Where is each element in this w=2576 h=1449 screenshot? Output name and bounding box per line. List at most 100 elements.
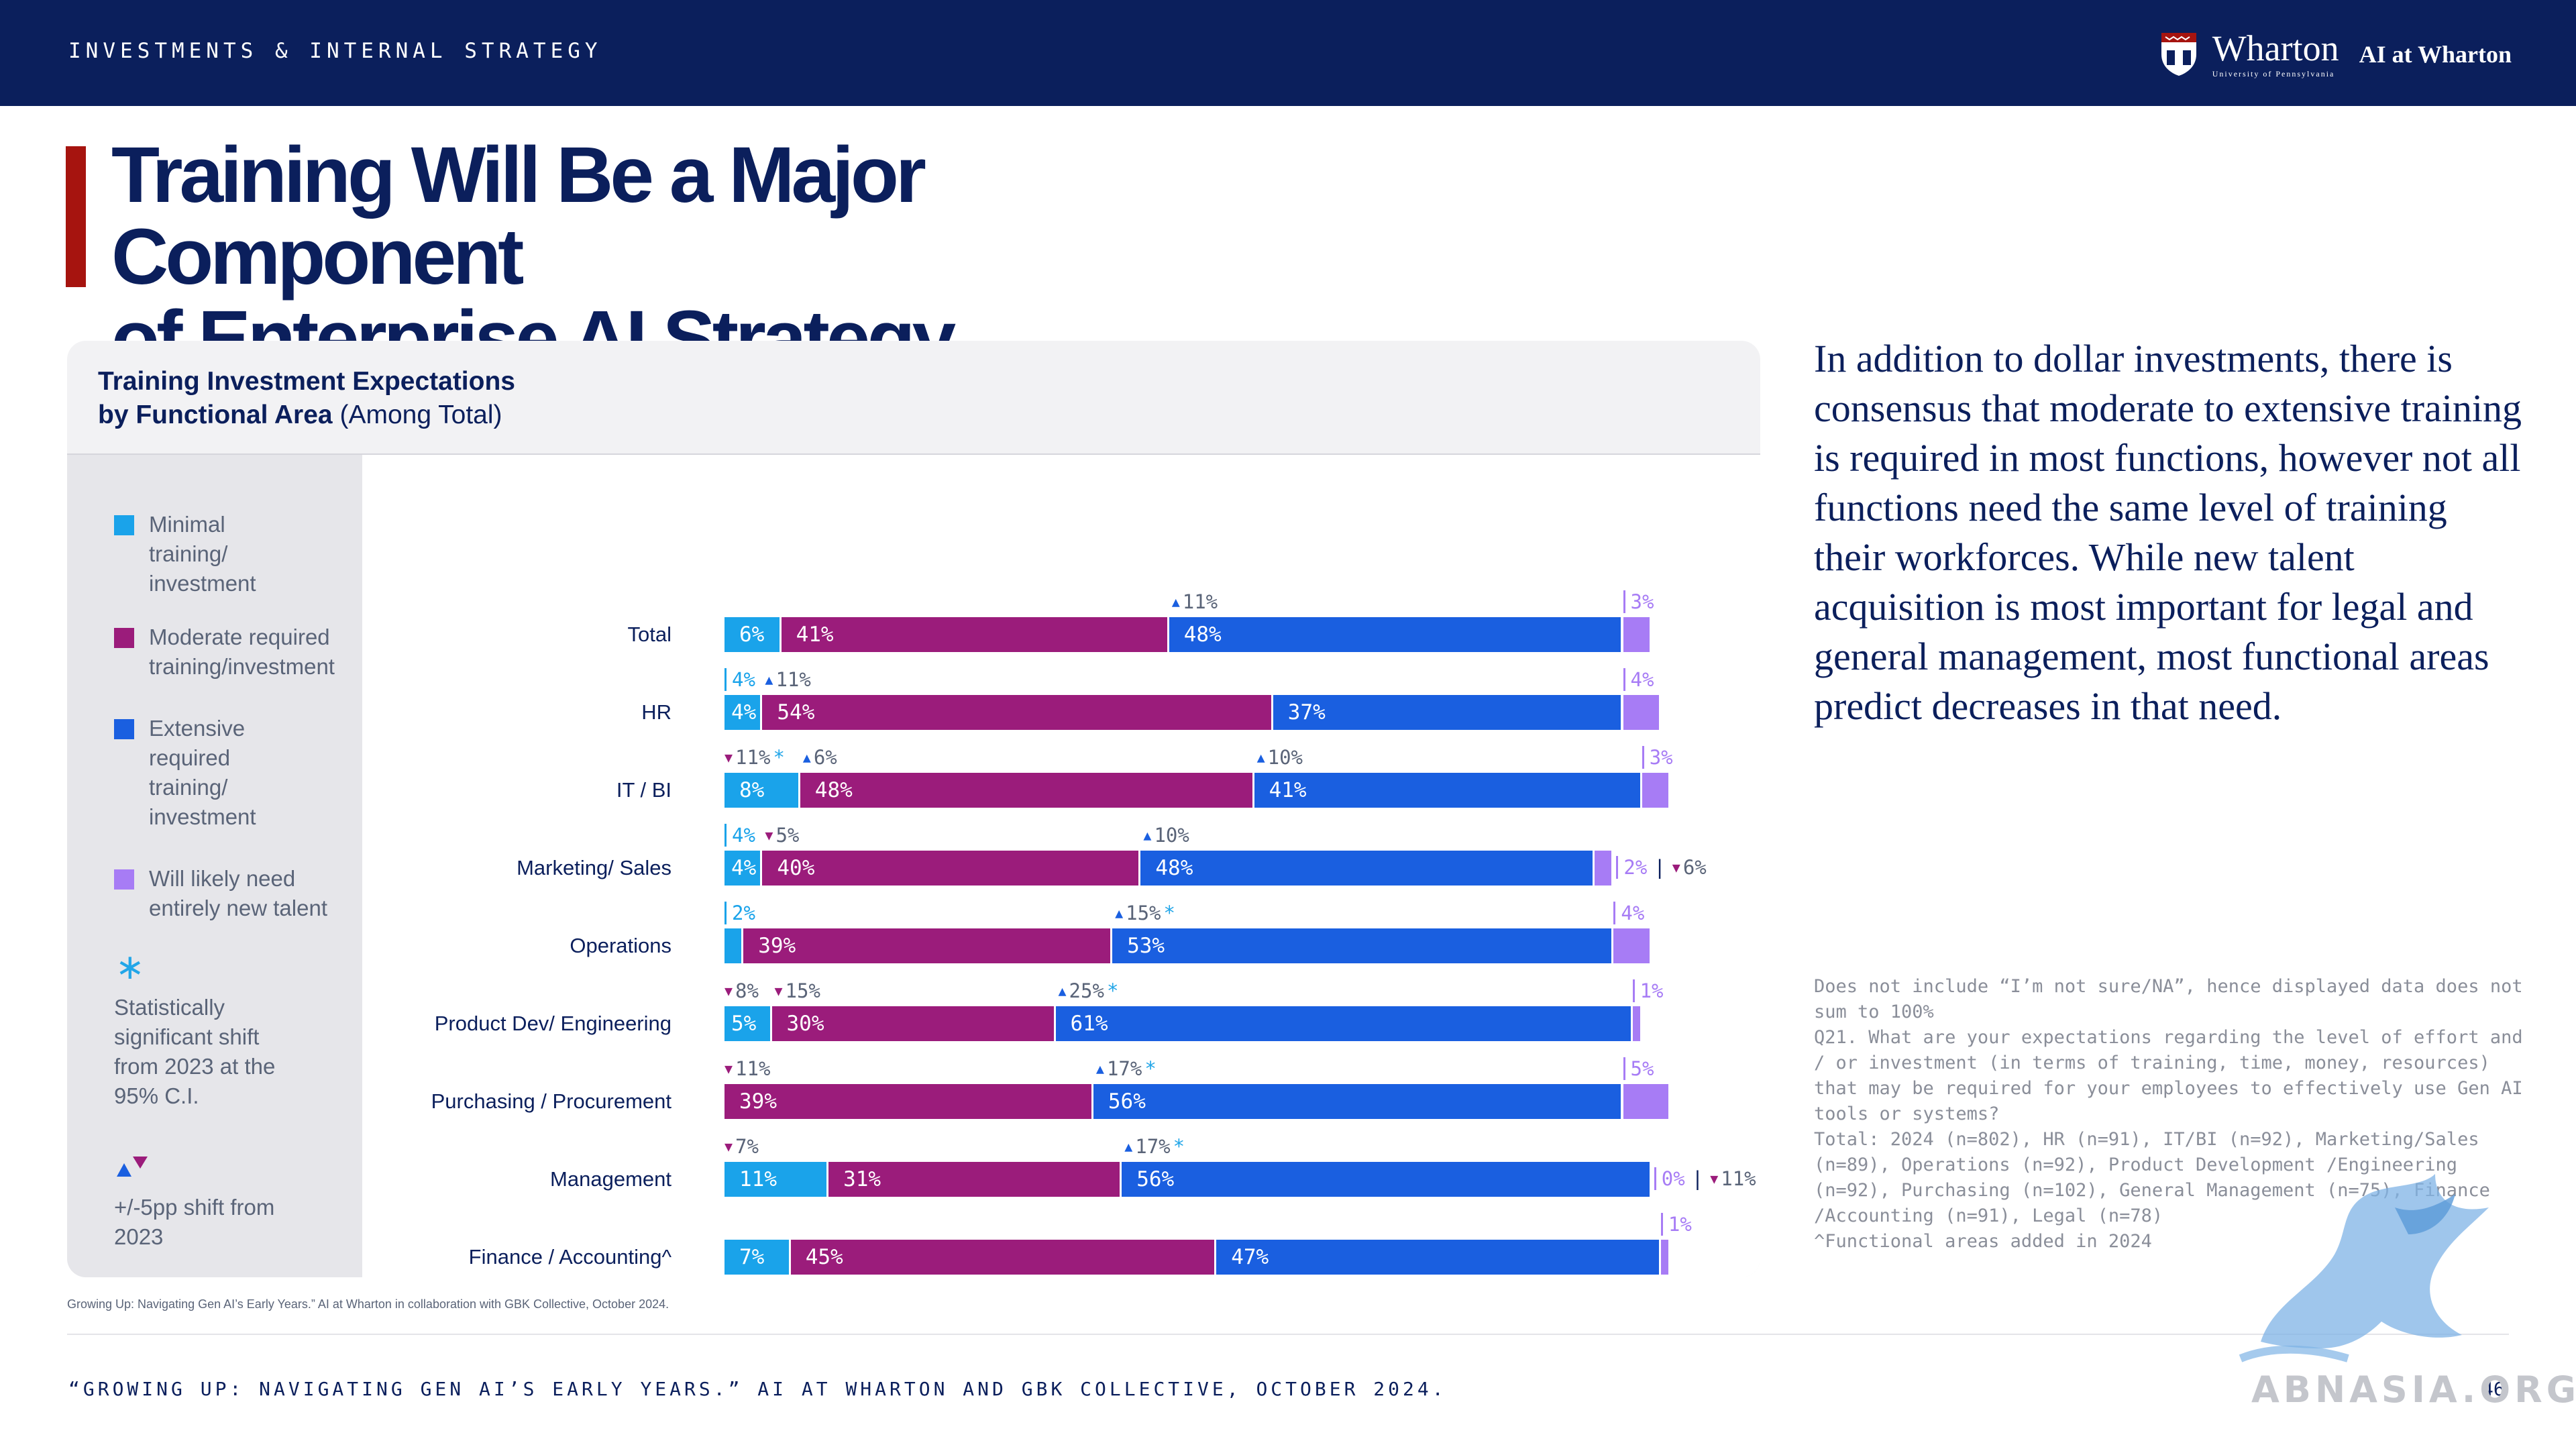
new-talent-value: 4% — [1621, 902, 1645, 924]
bar-segment: 30% — [771, 1006, 1056, 1041]
bar-value-label: 56% — [1108, 1089, 1146, 1114]
footer-divider — [67, 1334, 2509, 1335]
bar-segment — [1623, 617, 1652, 652]
shift-annotation: 4% — [724, 668, 755, 691]
bar-value-label: 7% — [739, 1245, 765, 1269]
annotation-value: 11% — [735, 1057, 771, 1080]
bar-value-label: 45% — [805, 1245, 843, 1269]
page-number: 46 — [2482, 1378, 2505, 1400]
bar-segment: 40% — [762, 851, 1141, 885]
bar-segment — [1613, 928, 1652, 963]
category-label: Marketing/ Sales — [517, 856, 672, 879]
bar-segment — [724, 928, 744, 963]
annotation-tick — [1623, 1057, 1625, 1080]
legend-label-new-talent: Will likely need entirely new talent — [149, 866, 327, 920]
triangle-up-icon: ▲ — [1115, 905, 1124, 921]
bar-value-label: 54% — [777, 700, 815, 724]
bar-value-label: 5% — [731, 1012, 757, 1036]
legend-swatch-moderate — [114, 628, 134, 648]
annotation-tick — [1642, 746, 1644, 769]
bar-segment: 56% — [1093, 1084, 1623, 1119]
triangle-down-icon: ▼ — [765, 827, 773, 843]
bar-segment — [1632, 1006, 1642, 1041]
brand-name: Wharton — [2212, 28, 2339, 68]
chart-plot-area: Total 6% 41% 48% ▲ 11% 3% HR 4% 54% 37% 4% ▲ 11% 4% IT … — [362, 455, 1760, 1277]
section-label: INVESTMENTS & INTERNAL STRATEGY — [68, 39, 602, 63]
chart-title-divider — [67, 453, 1760, 455]
top-bar: INVESTMENTS & INTERNAL STRATEGY Wharton … — [0, 0, 2576, 106]
shift-annotation: ▼ 11% — [724, 1057, 770, 1080]
brand-subtitle: University of Pennsylvania — [2212, 68, 2335, 78]
annotation-value: 11% — [1182, 590, 1218, 613]
category-label: Product Dev/ Engineering — [434, 1012, 672, 1035]
bar-value-label: 48% — [1155, 856, 1193, 880]
brand-logo[interactable]: Wharton University of Pennsylvania AI at… — [2160, 24, 2512, 85]
asterisk-icon: * — [1759, 1167, 1760, 1190]
new-talent-annotation: 0% | ▼11%* — [1654, 1167, 1760, 1190]
new-talent-annotation: 3% — [1642, 746, 1673, 769]
new-talent-annotation: 4% — [1613, 902, 1644, 924]
new-talent-value: 0% — [1661, 1167, 1685, 1190]
bar-segment: 45% — [790, 1240, 1217, 1275]
shift-annotation: ▲ 17% * — [1096, 1057, 1157, 1080]
bar-segment: 48% — [1140, 851, 1595, 885]
legend-note-significance: Statistically significant shift from 202… — [114, 995, 276, 1108]
triangle-down-icon: ▼ — [724, 749, 733, 765]
bar-segment: 56% — [1122, 1162, 1652, 1197]
new-talent-value: 3% — [1649, 746, 1673, 769]
triangle-up-icon: ▲ — [1171, 594, 1180, 610]
annotation-tick — [724, 824, 727, 847]
triangle-up-icon: ▲ — [1124, 1138, 1133, 1155]
bar-segment: 41% — [1254, 773, 1642, 808]
legend-item-minimal: Minimal training/ investment — [114, 510, 283, 598]
shift-annotation: ▼ 11% * — [724, 746, 785, 769]
triangle-down-icon: ▼ — [724, 983, 733, 999]
chart-title-line-1: Training Investment Expectations — [98, 367, 515, 396]
bar-segment — [1660, 1240, 1670, 1275]
new-talent-value: 1% — [1640, 979, 1664, 1002]
bar-segment: 61% — [1055, 1006, 1633, 1041]
new-talent-annotation: 1% — [1660, 1213, 1692, 1236]
legend-label-minimal: Minimal training/ investment — [149, 512, 256, 596]
annotation-tick — [1616, 856, 1619, 879]
shift-annotation: ▲ 11% — [765, 668, 810, 691]
bar-segment: 31% — [828, 1162, 1122, 1197]
chart-title-line-2: by Functional Area — [98, 400, 333, 429]
shift-annotation: ▼ 15% — [775, 979, 820, 1002]
chart-title-suffix: (Among Total) — [339, 400, 502, 429]
category-label: Operations — [570, 934, 672, 957]
annotation-value: 15% — [1126, 902, 1161, 924]
annotation-value: 2% — [732, 902, 755, 924]
bar-segment: 7% — [724, 1240, 791, 1275]
shift-annotation: ▲ 10% — [1143, 824, 1189, 847]
annotation-value: 10% — [1267, 746, 1303, 769]
annotation-separator: | — [1654, 856, 1666, 879]
bar-value-label: 4% — [731, 856, 757, 880]
category-label: Finance / Accounting^ — [468, 1245, 672, 1269]
triangle-down-icon: ▼ — [724, 1061, 733, 1077]
annotation-value: 5% — [775, 824, 800, 847]
annotation-separator: | — [1691, 1167, 1704, 1190]
annotation-value: 11% — [775, 668, 811, 691]
category-label: Management — [550, 1167, 672, 1191]
bar-segment: 41% — [781, 617, 1169, 652]
asterisk-icon: * — [773, 746, 785, 769]
annotation-value: 17% — [1106, 1057, 1142, 1080]
annotation-value: 8% — [735, 979, 759, 1002]
bar-value-label: 37% — [1287, 700, 1326, 724]
category-label: Purchasing / Procurement — [431, 1089, 672, 1113]
bar-value-label: 4% — [731, 700, 757, 724]
footer-citation: “GROWING UP: NAVIGATING GEN AI’S EARLY Y… — [68, 1378, 1447, 1400]
triangle-up-icon: ▲ — [1058, 983, 1067, 999]
shift-annotation: ▼ 5% — [765, 824, 799, 847]
legend-label-extensive: Extensive required training/ investment — [149, 716, 256, 829]
bar-segment: 48% — [1169, 617, 1623, 652]
shift-annotation: ▲ 17% * — [1124, 1135, 1185, 1158]
chart-card: Training Investment Expectations by Func… — [67, 341, 1760, 1277]
bar-value-label: 11% — [739, 1167, 777, 1191]
annotation-value: 6% — [1682, 856, 1707, 879]
triangle-up-icon: ▲ — [1143, 827, 1152, 843]
annotation-value: 10% — [1154, 824, 1189, 847]
bar-segment: 39% — [743, 928, 1113, 963]
annotation-tick — [1623, 668, 1625, 691]
